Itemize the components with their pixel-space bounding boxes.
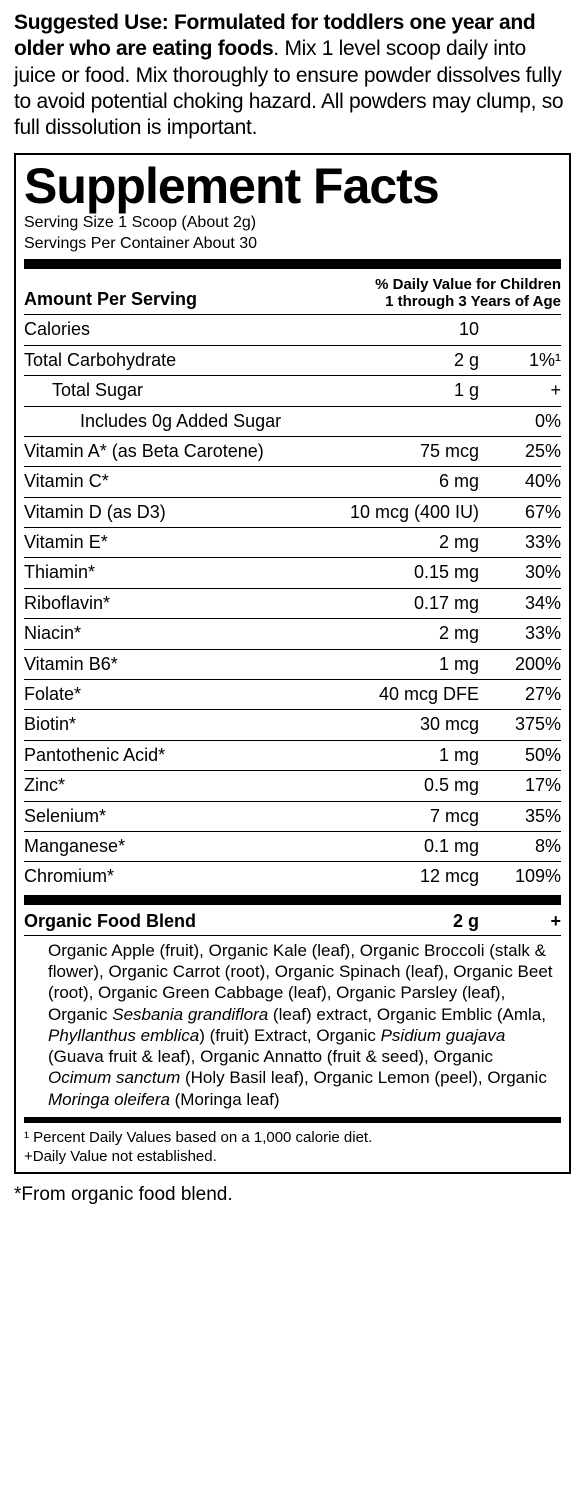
nutrient-name: Riboflavin* (24, 592, 331, 615)
nutrient-row: Vitamin A* (as Beta Carotene)75 mcg25% (24, 436, 561, 466)
nutrient-amount: 12 mcg (331, 865, 491, 888)
footnote-2: +Daily Value not established. (24, 1148, 561, 1167)
nutrient-row: Zinc*0.5 mg17% (24, 770, 561, 800)
nutrient-dv: 8% (491, 835, 561, 858)
nutrient-row: Folate*40 mcg DFE27% (24, 679, 561, 709)
nutrient-name: Vitamin C* (24, 470, 331, 493)
nutrient-amount: 2 mg (331, 622, 491, 645)
blend-amount: 2 g (331, 911, 491, 932)
nutrient-dv: 50% (491, 744, 561, 767)
nutrient-row: Vitamin D (as D3)10 mcg (400 IU)67% (24, 497, 561, 527)
blend-dv: + (491, 911, 561, 932)
nutrient-amount: 7 mcg (331, 805, 491, 828)
header-daily-value: % Daily Value for Children 1 through 3 Y… (375, 276, 561, 311)
divider-bar (24, 1117, 561, 1123)
nutrient-amount: 30 mcg (331, 713, 491, 736)
panel-title: Supplement Facts (24, 161, 561, 211)
nutrient-name: Thiamin* (24, 561, 331, 584)
nutrient-amount: 2 mg (331, 531, 491, 554)
nutrient-amount: 10 (331, 318, 491, 341)
nutrient-row: Chromium*12 mcg109% (24, 861, 561, 891)
nutrient-dv: 27% (491, 683, 561, 706)
nutrient-row: Vitamin C*6 mg40% (24, 466, 561, 496)
nutrient-amount: 1 mg (331, 744, 491, 767)
nutrient-row: Total Sugar1 g+ (24, 375, 561, 405)
divider-bar (24, 895, 561, 905)
blend-ingredients: Organic Apple (fruit), Organic Kale (lea… (24, 935, 561, 1114)
blend-name: Organic Food Blend (24, 911, 331, 932)
column-header-row: Amount Per Serving % Daily Value for Chi… (24, 272, 561, 315)
nutrient-row: Total Carbohydrate2 g1%¹ (24, 345, 561, 375)
nutrient-dv: 25% (491, 440, 561, 463)
nutrient-amount: 40 mcg DFE (331, 683, 491, 706)
divider-bar (24, 259, 561, 269)
nutrient-row: Vitamin B6*1 mg200% (24, 649, 561, 679)
nutrient-amount: 0.5 mg (331, 774, 491, 797)
nutrient-row: Vitamin E*2 mg33% (24, 527, 561, 557)
serving-info: Serving Size 1 Scoop (About 2g) Servings… (24, 213, 561, 255)
nutrient-amount: 10 mcg (400 IU) (331, 501, 491, 524)
nutrient-amount: 0.15 mg (331, 561, 491, 584)
nutrient-dv: 67% (491, 501, 561, 524)
nutrient-dv: 33% (491, 531, 561, 554)
serving-size: Serving Size 1 Scoop (About 2g) (24, 213, 561, 234)
nutrient-name: Calories (24, 318, 331, 341)
blend-header-row: Organic Food Blend 2 g + (24, 908, 561, 935)
nutrient-dv: 33% (491, 622, 561, 645)
nutrient-name: Vitamin E* (24, 531, 331, 554)
nutrient-table: Calories10Total Carbohydrate2 g1%¹Total … (24, 315, 561, 891)
nutrient-amount: 1 g (331, 379, 491, 402)
nutrient-name: Selenium* (24, 805, 331, 828)
nutrient-row: Includes 0g Added Sugar 0% (24, 406, 561, 436)
footnote-1: ¹ Percent Daily Values based on a 1,000 … (24, 1129, 561, 1148)
suggested-use-text: Suggested Use: Formulated for toddlers o… (14, 10, 571, 141)
nutrient-dv: 35% (491, 805, 561, 828)
nutrient-dv: + (491, 379, 561, 402)
nutrient-dv: 0% (491, 410, 561, 433)
nutrient-dv: 1%¹ (491, 349, 561, 372)
nutrient-amount: 0.17 mg (331, 592, 491, 615)
nutrient-name: Chromium* (24, 865, 331, 888)
nutrient-dv: 375% (491, 713, 561, 736)
nutrient-row: Biotin*30 mcg375% (24, 709, 561, 739)
nutrient-name: Total Carbohydrate (24, 349, 331, 372)
nutrient-dv: 109% (491, 865, 561, 888)
nutrient-name: Vitamin B6* (24, 653, 331, 676)
nutrient-name: Manganese* (24, 835, 331, 858)
nutrient-name: Includes 0g Added Sugar (24, 410, 331, 433)
nutrient-name: Biotin* (24, 713, 331, 736)
supplement-facts-panel: Supplement Facts Serving Size 1 Scoop (A… (14, 153, 571, 1174)
nutrient-dv: 40% (491, 470, 561, 493)
nutrient-name: Pantothenic Acid* (24, 744, 331, 767)
nutrient-name: Niacin* (24, 622, 331, 645)
nutrient-row: Niacin*2 mg33% (24, 618, 561, 648)
nutrient-row: Thiamin*0.15 mg30% (24, 557, 561, 587)
nutrient-amount: 2 g (331, 349, 491, 372)
nutrient-amount: 0.1 mg (331, 835, 491, 858)
nutrient-amount: 75 mcg (331, 440, 491, 463)
servings-per-container: Servings Per Container About 30 (24, 234, 561, 255)
nutrient-row: Pantothenic Acid*1 mg50% (24, 740, 561, 770)
nutrient-amount: 1 mg (331, 653, 491, 676)
nutrient-name: Total Sugar (24, 379, 331, 402)
nutrient-name: Folate* (24, 683, 331, 706)
footnotes: ¹ Percent Daily Values based on a 1,000 … (24, 1126, 561, 1167)
nutrient-row: Selenium*7 mcg35% (24, 801, 561, 831)
nutrient-amount: 6 mg (331, 470, 491, 493)
header-amount-per-serving: Amount Per Serving (24, 289, 375, 310)
bottom-note: *From organic food blend. (14, 1184, 571, 1206)
nutrient-row: Riboflavin*0.17 mg34% (24, 588, 561, 618)
nutrient-dv: 200% (491, 653, 561, 676)
nutrient-row: Calories10 (24, 315, 561, 344)
nutrient-dv: 17% (491, 774, 561, 797)
nutrient-dv: 34% (491, 592, 561, 615)
nutrient-dv: 30% (491, 561, 561, 584)
nutrient-name: Zinc* (24, 774, 331, 797)
nutrient-name: Vitamin D (as D3) (24, 501, 331, 524)
nutrient-row: Manganese*0.1 mg8% (24, 831, 561, 861)
nutrient-name: Vitamin A* (as Beta Carotene) (24, 440, 331, 463)
